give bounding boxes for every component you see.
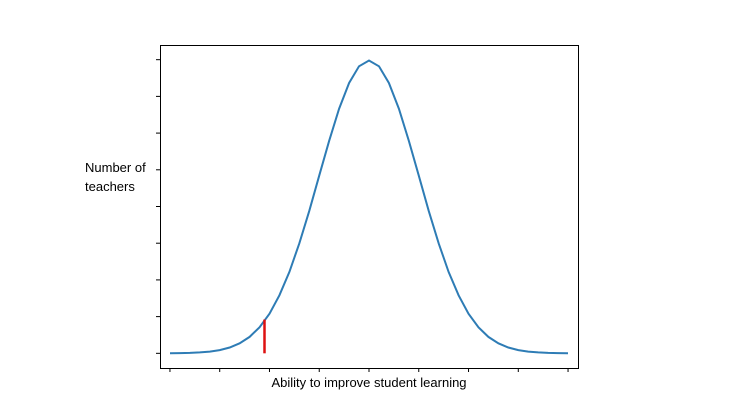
y-axis-ticks (156, 59, 160, 354)
x-axis-ticks (169, 368, 569, 372)
distribution-curve (169, 59, 569, 355)
plot-frame (160, 45, 579, 369)
y-axis-label: Number of teachers (85, 160, 146, 194)
x-axis-label: Ability to improve student learning (271, 375, 467, 390)
